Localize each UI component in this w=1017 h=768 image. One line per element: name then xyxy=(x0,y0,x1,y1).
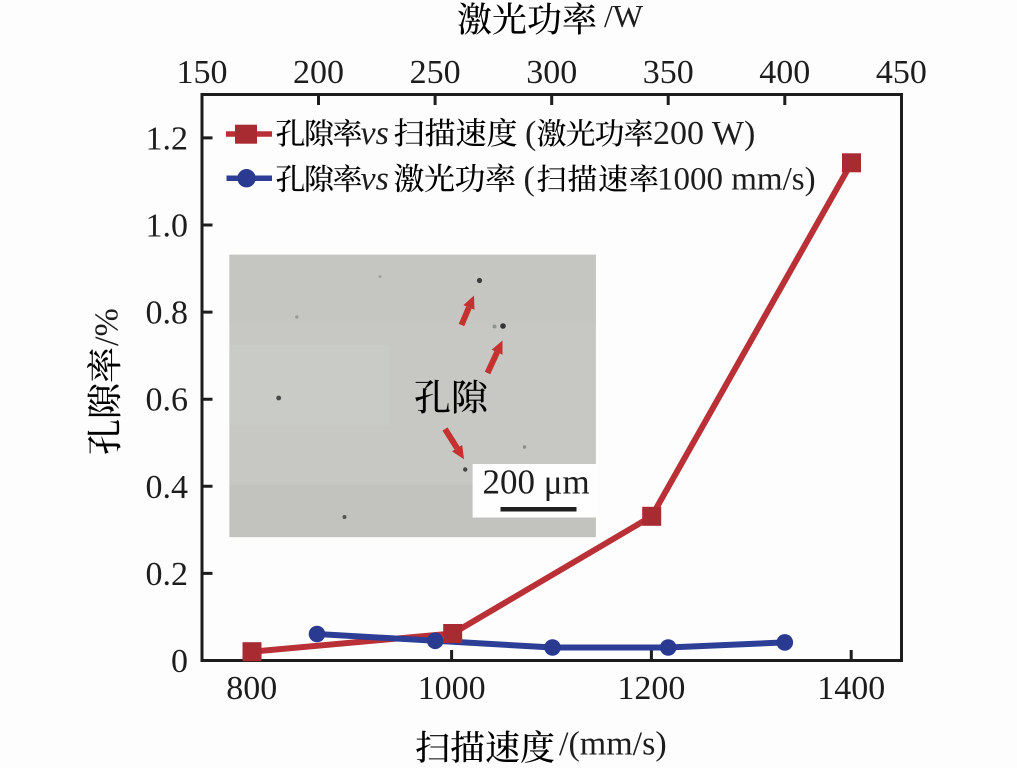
svg-text:vs: vs xyxy=(361,161,389,198)
svg-text:250: 250 xyxy=(410,54,461,91)
svg-text:200 W): 200 W) xyxy=(653,115,755,152)
svg-text:(: ( xyxy=(524,161,535,198)
svg-text:(: ( xyxy=(525,115,536,152)
svg-text:150: 150 xyxy=(177,54,228,91)
svg-text:1.0: 1.0 xyxy=(146,208,189,245)
svg-text:/(mm/s): /(mm/s) xyxy=(559,726,667,763)
svg-text:200: 200 xyxy=(293,54,344,91)
svg-text:0.8: 0.8 xyxy=(146,295,189,332)
svg-text:0.4: 0.4 xyxy=(146,469,189,506)
svg-text:0.6: 0.6 xyxy=(146,382,189,419)
svg-text:/W: /W xyxy=(604,0,644,34)
svg-text:1400: 1400 xyxy=(817,670,885,707)
svg-text:450: 450 xyxy=(876,54,927,91)
svg-text:1000 mm/s): 1000 mm/s) xyxy=(657,162,816,198)
svg-text:0.2: 0.2 xyxy=(146,556,189,593)
svg-text:/%: /% xyxy=(89,308,126,346)
svg-text:800: 800 xyxy=(226,670,277,707)
svg-text:400: 400 xyxy=(759,54,810,91)
svg-text:vs: vs xyxy=(361,115,389,152)
svg-text:200 μm: 200 μm xyxy=(483,463,590,502)
svg-text:350: 350 xyxy=(643,54,694,91)
svg-text:1.2: 1.2 xyxy=(146,120,189,157)
svg-text:1200: 1200 xyxy=(617,670,685,707)
svg-text:300: 300 xyxy=(526,54,577,91)
svg-text:1000: 1000 xyxy=(418,670,486,707)
svg-text:0: 0 xyxy=(171,643,188,680)
